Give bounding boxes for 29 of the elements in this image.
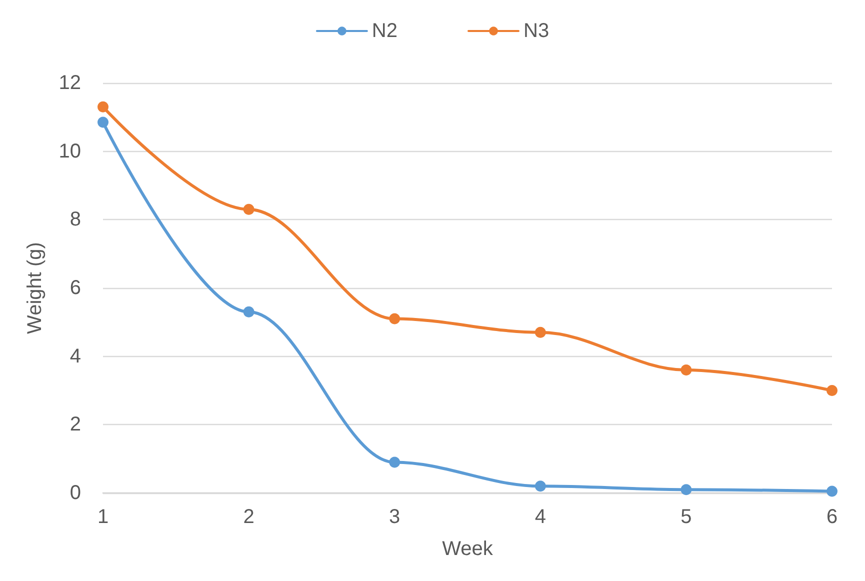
x-tick-label: 1 [97,506,109,528]
point [389,456,400,468]
y-tick-label: 8 [70,208,81,231]
legend-label: N2 [372,20,398,42]
x-tick-label: 4 [534,506,546,528]
y-tick-label: 0 [70,482,81,504]
legend-label: N3 [524,20,550,42]
y-axis-title: Weight (g) [24,242,46,334]
x-tick-label: 6 [826,506,838,528]
point [534,326,546,338]
y-tick-label: 4 [70,345,81,368]
y-tick-label: 2 [70,414,81,436]
x-tick-label: 5 [680,506,692,528]
point [243,306,254,318]
point [680,484,692,496]
point [534,480,546,492]
point [680,364,692,376]
y-tick-label: 12 [58,72,81,94]
x-tick-label: 3 [389,506,400,528]
point [243,204,254,215]
y-tick-label: 6 [70,277,81,299]
point [98,116,108,128]
point [389,313,400,324]
x-tick-label: 2 [243,506,254,528]
point [826,486,838,497]
point [98,101,108,112]
x-axis-title: Week [442,538,494,560]
point [826,385,838,396]
y-tick-label: 10 [58,140,81,162]
